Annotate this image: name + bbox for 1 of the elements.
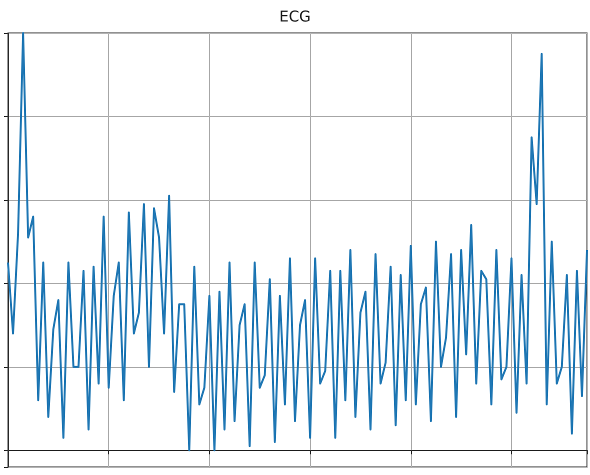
chart-title: ECG [279, 8, 311, 26]
